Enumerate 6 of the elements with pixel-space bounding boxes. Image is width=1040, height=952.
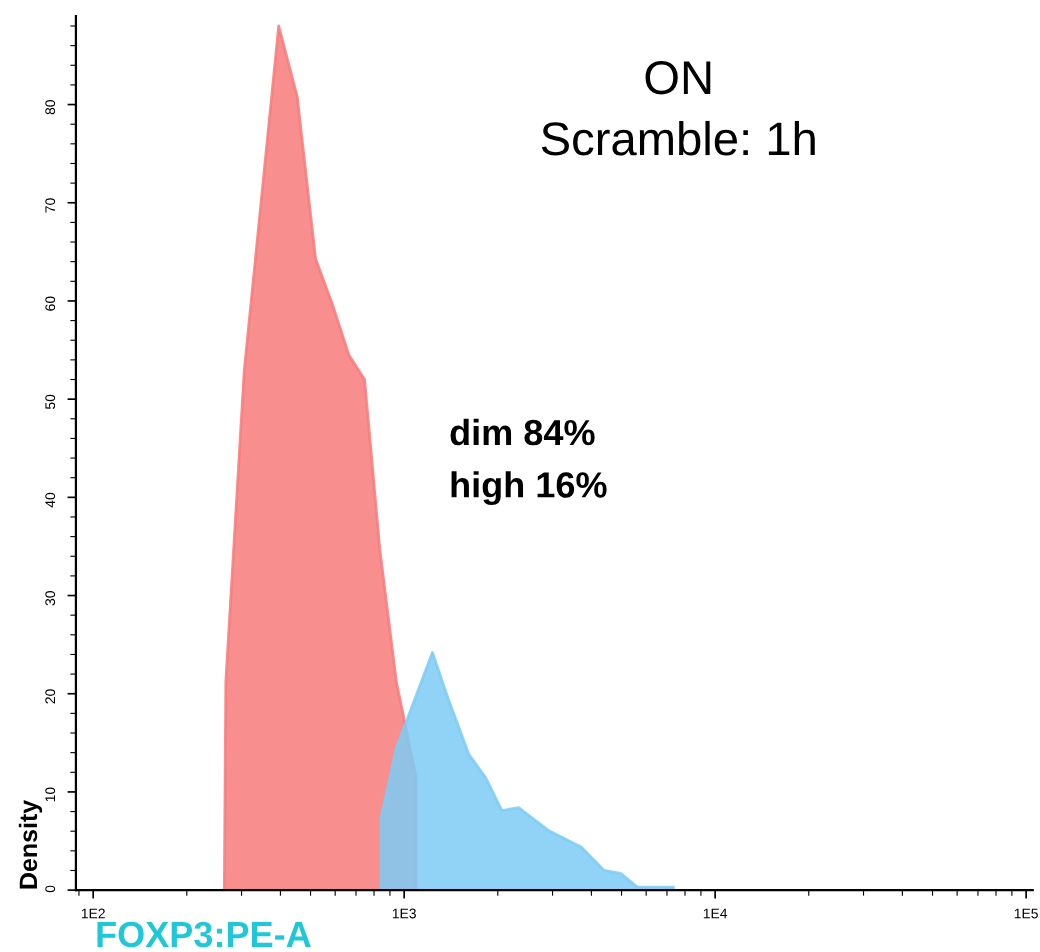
annotation: high 16% — [451, 471, 607, 506]
annotation: Scramble: 1h — [541, 120, 815, 156]
annotation: dim 84% — [450, 418, 595, 446]
y-axis-title: Density — [18, 799, 43, 889]
x-axis-title: FOXP3:PE-A — [97, 921, 311, 948]
annotation: ON — [645, 60, 711, 95]
